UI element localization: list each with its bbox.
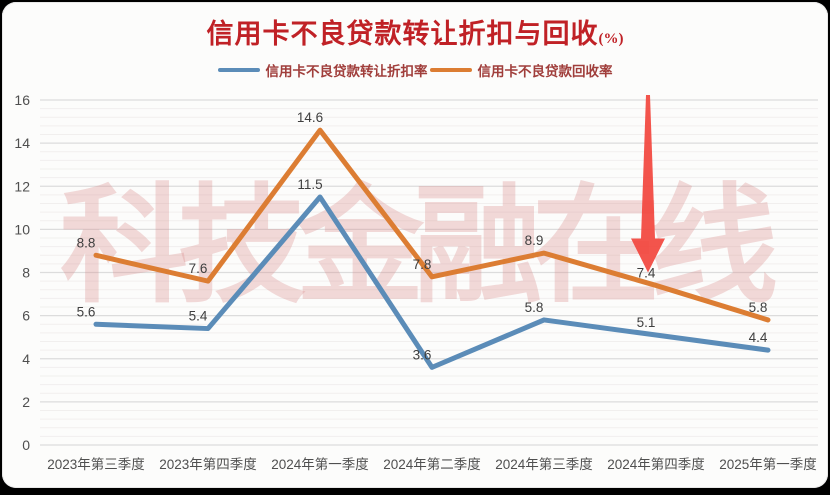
data-label: 11.5 [297, 177, 322, 192]
legend-line-swatch-icon [217, 68, 260, 72]
data-label: 5.8 [749, 300, 768, 315]
data-label: 3.6 [413, 347, 432, 362]
minor-gridlines [40, 108, 818, 437]
x-axis-tick-labels: 2023年第三季度 2023年第四季度 2024年第一季度 2024年第二季度 2024… [47, 456, 817, 472]
data-label: 8.8 [77, 235, 96, 250]
x-tick-label: 2023年第三季度 [47, 456, 145, 472]
legend-label-discount-rate: 信用卡不良贷款转让折扣率 [265, 64, 428, 79]
data-label: 5.4 [189, 309, 208, 324]
legend-label-recovery-rate: 信用卡不良贷款回收率 [477, 64, 613, 79]
chart-legend: 信用卡不良贷款转让折扣率 信用卡不良贷款回收率 [2, 60, 828, 80]
series-line-discount-rate [93, 194, 771, 370]
series-line-recovery-rate [93, 127, 771, 323]
y-tick-label: 2 [22, 394, 30, 410]
down-arrow-annotation-icon [631, 95, 665, 273]
x-tick-label: 2024年第二季度 [383, 456, 481, 472]
y-tick-label: 10 [14, 221, 30, 237]
y-tick-label: 14 [14, 135, 30, 151]
data-label: 5.6 [77, 304, 96, 319]
x-tick-label: 2025年第一季度 [719, 456, 817, 472]
data-label: 5.1 [637, 315, 656, 330]
chart-title-text: 信用卡不良贷款转让折扣与回收 [206, 19, 599, 49]
data-label: 7.8 [413, 257, 432, 272]
data-label: 7.6 [189, 261, 208, 276]
data-label: 4.4 [749, 330, 768, 345]
chart-title-suffix: (%) [598, 31, 624, 47]
data-label: 5.8 [525, 300, 544, 315]
x-tick-label: 2023年第四季度 [159, 456, 257, 472]
chart-title: 信用卡不良贷款转让折扣与回收(%) [2, 12, 828, 51]
y-tick-label: 0 [22, 437, 30, 453]
data-label: 7.4 [637, 265, 656, 280]
x-tick-label: 2024年第一季度 [271, 456, 369, 472]
y-tick-label: 4 [22, 351, 30, 367]
y-tick-label: 16 [14, 92, 30, 108]
y-axis-tick-labels: 0 2 4 6 8 10 12 14 16 [14, 92, 30, 453]
data-labels: 5.6 5.4 11.5 3.6 5.8 5.1 4.4 8.8 7.6 14.6 7.8 8.9 7.… [77, 110, 768, 362]
series-lines [93, 127, 771, 370]
x-tick-label: 2024年第四季度 [607, 456, 705, 472]
y-tick-label: 8 [22, 265, 30, 281]
y-tick-label: 12 [14, 178, 30, 194]
data-label: 14.6 [297, 110, 323, 125]
legend-line-swatch-icon [429, 68, 472, 72]
x-tick-label: 2024年第三季度 [495, 456, 593, 472]
legend-item-recovery-rate: 信用卡不良贷款回收率 [429, 60, 613, 80]
data-label: 8.9 [525, 233, 544, 248]
legend-item-discount-rate: 信用卡不良贷款转让折扣率 [217, 60, 428, 80]
y-tick-label: 6 [22, 308, 30, 324]
chart-card: 信用卡不良贷款转让折扣与回收(%) 信用卡不良贷款转让折扣率 信用卡不良贷款回收… [2, 2, 828, 488]
watermark-text: 科技金融在线 [60, 175, 776, 318]
